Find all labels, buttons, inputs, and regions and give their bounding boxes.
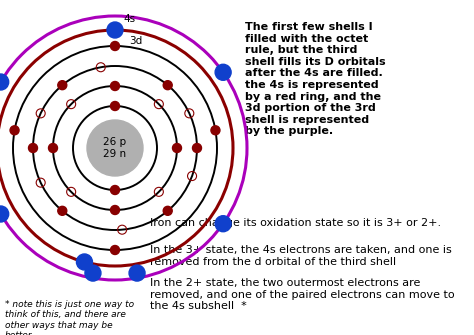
- Text: 26 p
29 n: 26 p 29 n: [103, 137, 127, 159]
- Circle shape: [58, 206, 67, 215]
- Circle shape: [192, 143, 201, 152]
- Circle shape: [173, 143, 182, 152]
- Circle shape: [110, 102, 119, 111]
- Circle shape: [58, 81, 67, 90]
- Circle shape: [107, 22, 123, 38]
- Circle shape: [163, 206, 172, 215]
- Text: * note this is just one way to
think of this, and there are
other ways that may : * note this is just one way to think of …: [5, 300, 134, 335]
- Text: 3d: 3d: [129, 36, 142, 46]
- Circle shape: [0, 206, 9, 222]
- Circle shape: [163, 81, 172, 90]
- Circle shape: [110, 246, 119, 255]
- Circle shape: [0, 74, 9, 90]
- Text: In the 2+ state, the two outermost electrons are
removed, and one of the paired : In the 2+ state, the two outermost elect…: [150, 278, 455, 311]
- Circle shape: [110, 81, 119, 90]
- Circle shape: [110, 42, 119, 51]
- Text: In the 3+ state, the 4s electrons are taken, and one is
removed from the d orbit: In the 3+ state, the 4s electrons are ta…: [150, 245, 452, 267]
- Circle shape: [129, 265, 145, 281]
- Text: The first few shells I
filled with the octet
rule, but the third
shell fills its: The first few shells I filled with the o…: [245, 22, 386, 136]
- Circle shape: [211, 126, 220, 135]
- Circle shape: [28, 143, 37, 152]
- Circle shape: [85, 265, 101, 281]
- Text: Iron can change its oxidation state so it is 3+ or 2+.: Iron can change its oxidation state so i…: [150, 218, 441, 228]
- Circle shape: [215, 64, 231, 80]
- Circle shape: [215, 216, 231, 232]
- Circle shape: [110, 205, 119, 214]
- Text: 4s: 4s: [123, 14, 135, 24]
- Circle shape: [110, 186, 119, 195]
- Circle shape: [10, 126, 19, 135]
- Circle shape: [76, 254, 92, 270]
- Circle shape: [87, 120, 143, 176]
- Circle shape: [48, 143, 57, 152]
